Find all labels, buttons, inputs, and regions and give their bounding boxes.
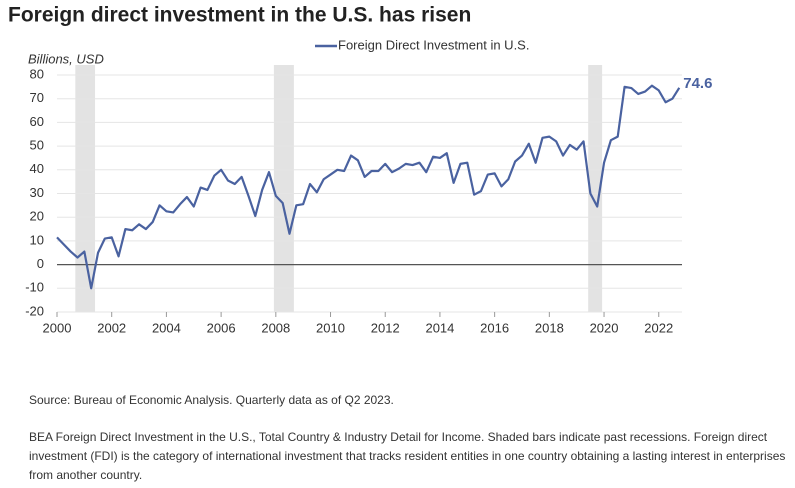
x-tick-label: 2014 [425,320,454,335]
x-tick-label: 2000 [43,320,72,335]
recession-band [273,65,294,312]
x-tick-label: 2020 [590,320,619,335]
chart-title: Foreign direct investment in the U.S. ha… [8,4,471,27]
y-tick-label: 80 [30,66,44,81]
y-tick-label: 20 [30,209,44,224]
end-label: 74.6 [683,75,712,92]
y-tick-label: 10 [30,232,44,247]
x-tick-label: 2012 [371,320,400,335]
y-axis-label: Billions, USD [28,51,104,66]
series-line [56,84,681,290]
recession-band [75,65,96,312]
y-tick-label: 0 [37,256,44,271]
source: Source: Bureau of Economic Analysis. Qua… [29,393,394,407]
x-tick-label: 2004 [152,320,181,335]
x-tick-label: 2016 [480,320,509,335]
y-tick-label: 40 [30,161,44,176]
y-tick-label: -20 [25,303,44,318]
y-tick-label: -10 [25,280,44,295]
y-tick-label: 30 [30,185,44,200]
y-tick-label: 50 [30,138,44,153]
x-tick-label: 2022 [644,320,673,335]
note: BEA Foreign Direct Investment in the U.S… [29,430,786,482]
x-tick-label: 2002 [97,320,126,335]
legend-label: Foreign Direct Investment in U.S. [338,37,529,52]
x-tick-label: 2018 [535,320,564,335]
x-tick-label: 2010 [316,320,345,335]
y-tick-label: 60 [30,114,44,129]
x-tick-label: 2006 [207,320,236,335]
y-tick-label: 70 [30,90,44,105]
recession-band [588,65,603,312]
chart: Foreign direct investment in the U.S. ha… [8,4,712,336]
x-tick-label: 2008 [261,320,290,335]
